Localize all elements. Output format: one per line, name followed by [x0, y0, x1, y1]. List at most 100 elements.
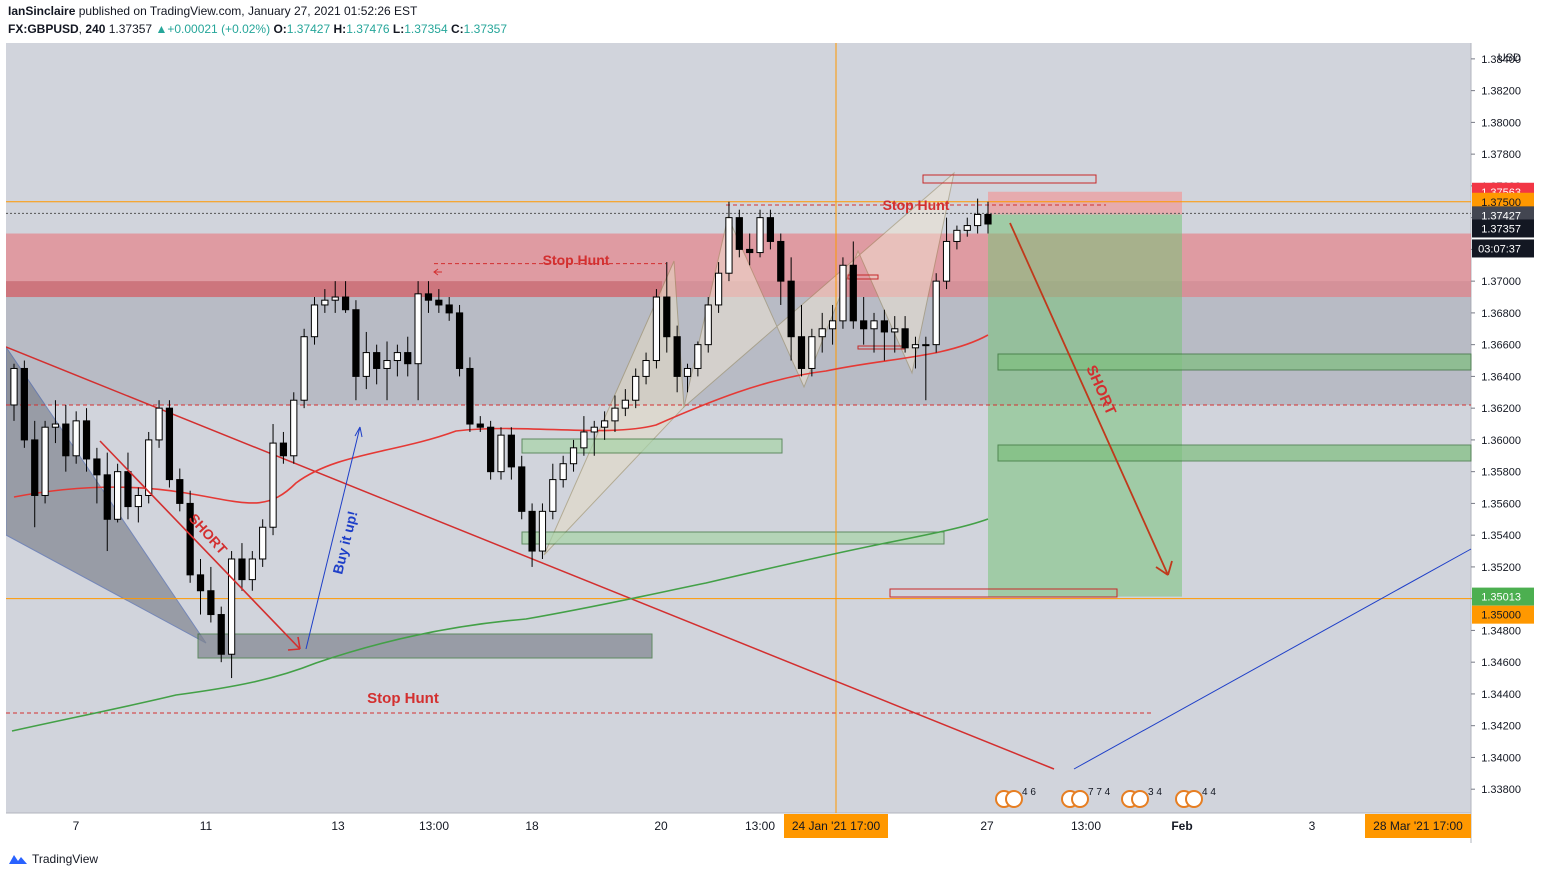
- candle-body: [984, 213, 992, 225]
- candle-body: [901, 328, 909, 349]
- candle-body: [414, 293, 422, 365]
- y-tick-label: 1.36000: [1481, 435, 1521, 447]
- x-tick-label: 24 Jan '21 17:00: [792, 819, 881, 833]
- x-tick-label: 13:00: [745, 819, 775, 833]
- candle-body: [518, 466, 526, 512]
- candle-body: [476, 423, 484, 428]
- short-arrow-2: [1009, 222, 1169, 576]
- buy-arrow: [305, 426, 361, 650]
- price-label-box: [1472, 605, 1534, 624]
- candle-body: [31, 439, 39, 496]
- symbol: FX:GBPUSD: [8, 22, 79, 36]
- published-text: published on TradingView.com, January 27…: [78, 4, 418, 18]
- candle-body: [435, 299, 443, 306]
- up-arrow-icon: ▲: [155, 22, 168, 36]
- price-axis-background: [1471, 43, 1535, 843]
- candle-body: [404, 352, 412, 365]
- demand-box-1: [521, 438, 783, 454]
- ohlc-line: FX:GBPUSD, 240 1.37357 ▲+0.00021 (+0.02%…: [8, 22, 508, 36]
- high-value: 1.37476: [346, 22, 390, 36]
- candle-body: [828, 320, 837, 330]
- candle-body: [227, 558, 236, 655]
- candle-body: [341, 296, 350, 311]
- candle-body: [51, 423, 60, 428]
- x-tick-label: Feb: [1171, 819, 1192, 833]
- candle-body: [72, 420, 80, 457]
- price-label-box: [1472, 587, 1534, 606]
- candle-body: [321, 299, 329, 306]
- candle-body: [870, 320, 878, 330]
- candle-body: [176, 479, 184, 504]
- event-flag-icon: [1131, 790, 1149, 808]
- price-label-text: 1.35000: [1481, 610, 1521, 622]
- y-tick-label: 1.35600: [1481, 498, 1521, 510]
- short-arrow-1-head: [287, 636, 301, 651]
- candle-body: [963, 225, 971, 231]
- candle-body: [766, 217, 775, 242]
- ma-green-line: [11, 518, 989, 732]
- candle-body: [393, 352, 401, 362]
- candle-body: [673, 336, 681, 377]
- candle-body: [196, 574, 205, 592]
- candle-body: [797, 336, 806, 369]
- candle-body: [839, 264, 847, 322]
- y-tick-label: 1.38400: [1481, 54, 1521, 66]
- time-label-box: [784, 814, 888, 838]
- candle-body: [632, 375, 640, 401]
- candle-body: [487, 426, 495, 473]
- candle-body: [217, 614, 225, 655]
- event-badge-count: 7 7 4: [1088, 787, 1111, 798]
- candle-body: [145, 439, 153, 496]
- y-tick-label: 1.38200: [1481, 86, 1521, 98]
- uptrend-line: [1073, 548, 1472, 770]
- y-tick-label: 1.36400: [1481, 371, 1521, 383]
- time-axis-background: [6, 813, 1471, 843]
- y-tick-label: 1.36800: [1481, 308, 1521, 320]
- author-name[interactable]: IanSinclaire: [8, 4, 76, 18]
- x-tick-label: 28 Mar '21 17:00: [1373, 819, 1463, 833]
- publisher-line: IanSinclaire published on TradingView.co…: [8, 4, 417, 18]
- candle-body: [942, 240, 951, 282]
- candle-body: [891, 328, 899, 333]
- event-badge-count: 4 4: [1202, 787, 1216, 798]
- candle-body: [777, 240, 785, 282]
- candle-body: [466, 367, 474, 425]
- event-badge-count: 4 6: [1022, 787, 1036, 798]
- candle-body: [694, 344, 702, 369]
- candle-body: [310, 304, 319, 338]
- candle-body: [238, 558, 246, 581]
- candle-body: [331, 296, 339, 301]
- price-label-box: [1472, 192, 1534, 211]
- chart-area[interactable]: Stop Hunt Stop Hunt Stop Hunt SHORT SHORT Buy…: [5, 43, 1535, 843]
- y-tick-label: 1.34200: [1481, 721, 1521, 733]
- candle-body: [746, 248, 754, 254]
- candle-body: [663, 296, 671, 338]
- brand-name[interactable]: TradingView: [32, 852, 99, 866]
- candle-body: [735, 217, 743, 250]
- y-tick-label: 1.38000: [1481, 117, 1521, 129]
- y-tick-label: 1.36200: [1481, 403, 1521, 415]
- y-tick-label: 1.36600: [1481, 340, 1521, 352]
- candle-body: [932, 280, 940, 346]
- demand-box-low: [197, 633, 653, 659]
- stop-hunt-box-top: [922, 174, 1097, 184]
- candle-body: [259, 526, 267, 560]
- interval: 240: [85, 22, 106, 36]
- candle-body: [559, 463, 567, 481]
- open-value: 1.37427: [286, 22, 331, 36]
- target-box-2: [997, 444, 1472, 462]
- candle-body: [269, 442, 277, 528]
- change-value: +0.00021 (+0.02%): [167, 22, 271, 36]
- candle-body: [860, 320, 868, 330]
- demand-box-2: [521, 531, 945, 545]
- candle-body: [248, 558, 256, 581]
- target-box-bottom: [889, 588, 1118, 598]
- price-label-text: 1.35013: [1481, 592, 1521, 604]
- x-tick-label: 13: [331, 819, 345, 833]
- candle-body: [207, 590, 215, 616]
- time-label-box: [1365, 814, 1471, 838]
- buy-arrow-head: [354, 426, 363, 438]
- candle-body: [787, 280, 795, 338]
- candle-body: [93, 458, 101, 476]
